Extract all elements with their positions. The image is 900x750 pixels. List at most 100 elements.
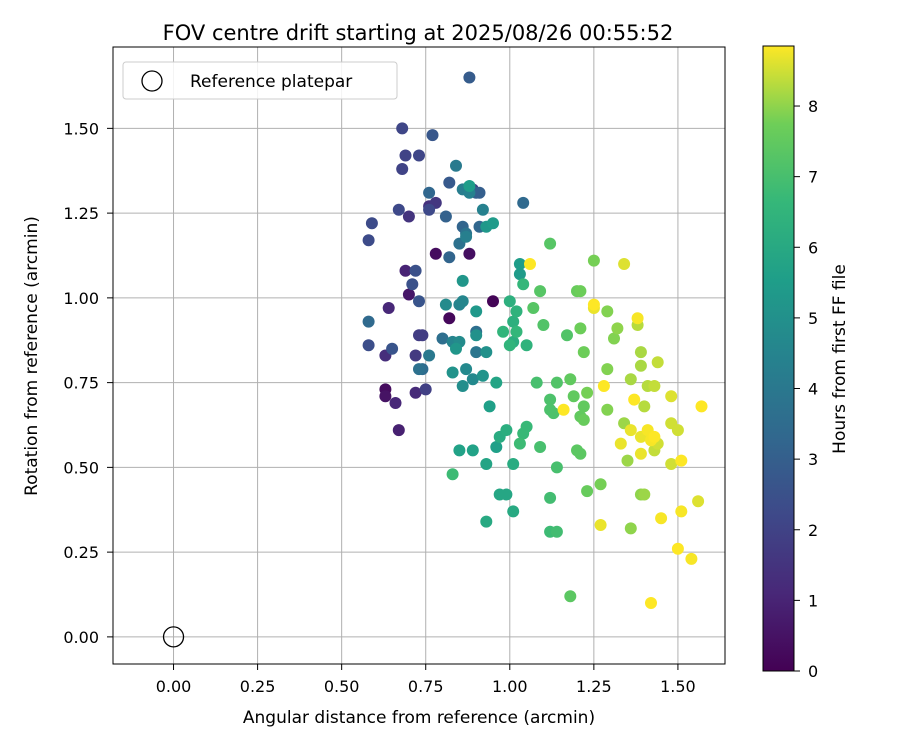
legend-box [122,61,398,100]
colorbar-tick-label: 3 [808,450,818,469]
data-point [470,305,483,318]
colorbar-tick-label: 2 [808,521,818,540]
data-point [517,278,530,291]
data-point [470,329,483,342]
colorbar: 0 1 2 3 4 5 6 7 8 Hours from first FF file [762,45,850,681]
colorbar-frame [762,45,795,672]
data-point [550,376,563,389]
data-point [597,380,610,392]
data-point [396,163,409,175]
y-tick-label: 0.25 [63,543,99,562]
data-point [450,342,462,355]
y-tick-label: 0.75 [63,374,99,393]
data-point [628,393,641,406]
data-point [450,159,462,172]
data-point [574,285,587,298]
data-point [550,461,563,474]
data-point [634,346,647,359]
data-point [389,397,402,409]
x-tick-label: 0.25 [240,677,276,696]
data-point [439,210,452,223]
data-point [618,258,631,270]
data-point [480,458,493,470]
x-ticks: 0.00 0.25 0.50 0.75 1.00 1.25 1.50 [156,664,696,696]
data-point [483,400,496,413]
data-point [594,478,607,491]
data-point [409,349,422,362]
data-point [638,488,651,501]
data-point [634,447,647,460]
data-point [503,339,516,352]
data-point [463,247,476,260]
data-point [577,400,590,413]
data-point [530,376,543,389]
data-point [624,522,637,535]
data-point [470,346,483,359]
data-point [426,129,439,142]
data-point [503,295,516,308]
data-point [423,203,436,216]
data-point [399,264,412,277]
data-point [487,295,499,308]
data-point [675,505,688,518]
data-point [537,319,550,331]
data-point [510,325,523,338]
data-point [611,322,624,335]
data-point [574,447,587,460]
data-point [362,339,375,352]
data-point [671,542,684,555]
y-tick-label: 1.25 [63,204,99,223]
y-tick-label: 1.00 [63,289,99,308]
data-point [473,186,486,199]
data-point [648,380,661,392]
legend-marker [141,70,163,92]
x-tick-label: 0.50 [324,677,360,696]
data-point [423,186,436,199]
data-point [634,359,647,372]
data-point [413,363,425,376]
data-point [443,251,456,264]
data-point [413,149,425,162]
data-point [513,268,526,281]
data-point [665,390,678,403]
data-point [402,288,415,301]
data-point [476,203,489,216]
data-point [638,400,651,413]
reference-marker-layer [162,626,185,648]
data-point [476,369,489,382]
data-point [382,302,395,314]
data-point [443,312,456,325]
plot-frame [112,46,726,665]
data-point [510,305,523,318]
data-point [601,403,614,416]
colorbar-ticks: 0 1 2 3 4 5 6 7 8 [794,97,818,681]
data-point [581,386,594,399]
data-point [406,278,419,291]
data-point [460,363,473,376]
data-point [671,424,684,437]
data-point [436,332,449,345]
data-point [490,441,503,453]
data-point [429,247,442,260]
data-point [396,122,409,135]
colorbar-label: Hours from first FF file [830,264,850,454]
y-tick-label: 0.00 [63,628,99,647]
data-point [567,390,580,403]
data-point [513,437,526,450]
data-point [507,458,520,470]
y-ticks: 0.00 0.25 0.50 0.75 1.00 1.25 1.50 [63,119,113,647]
colorbar-tick-label: 0 [808,662,818,681]
x-tick-label: 1.00 [492,677,528,696]
data-point [362,234,375,247]
data-point [463,180,476,192]
data-point [520,420,533,433]
data-point [392,424,405,437]
colorbar-tick-label: 8 [808,97,818,116]
legend: Reference platepar [122,61,398,100]
reference-platepar-marker [162,626,185,648]
y-axis-label: Rotation from reference (arcmin) [22,216,42,496]
data-point [480,515,493,528]
data-point [362,315,375,328]
data-point [587,298,600,311]
data-point [497,325,510,338]
